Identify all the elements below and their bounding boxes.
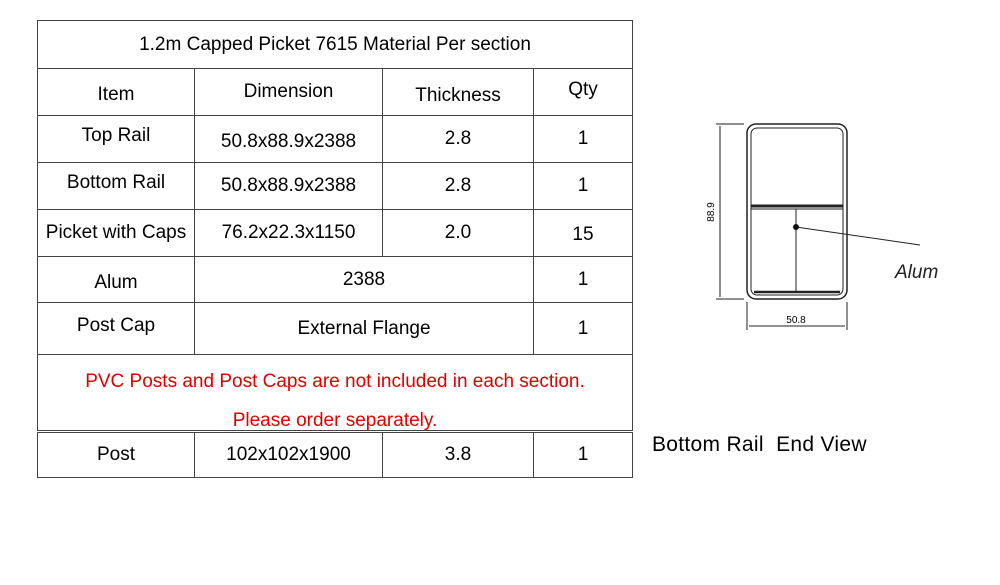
header-qty: Qty: [533, 68, 633, 116]
row-post-qty: 1: [533, 432, 633, 478]
table-title: 1.2m Capped Picket 7615 Material Per sec…: [37, 20, 633, 69]
row-post-thickness: 3.8: [382, 432, 534, 478]
row-picket-qty: 15: [533, 209, 633, 257]
bottom-rail-end-view-diagram: 88.9 50.8 Alum: [706, 123, 938, 330]
row-top-rail-item: Top Rail: [37, 115, 195, 163]
note-line-1: PVC Posts and Post Caps are not included…: [85, 371, 585, 392]
row-post-cap-qty: 1: [533, 302, 633, 355]
header-dimension: Dimension: [194, 68, 383, 116]
row-picket-thickness: 2.0: [382, 209, 534, 257]
callout-leader: [795, 226, 921, 246]
row-bottom-rail-thickness: 2.8: [382, 162, 534, 210]
row-top-rail-qty: 1: [533, 115, 633, 163]
row-post-dimension: 102x102x1900: [194, 432, 383, 478]
row-bottom-rail-dimension: 50.8x88.9x2388: [194, 162, 383, 210]
header-item: Item: [37, 68, 195, 116]
row-alum-qty: 1: [533, 256, 633, 303]
row-bottom-rail-item: Bottom Rail: [37, 162, 195, 210]
row-top-rail-thickness: 2.8: [382, 115, 534, 163]
row-picket-item: Picket with Caps: [37, 209, 195, 257]
rail-outer-profile: [746, 123, 848, 300]
header-thickness: Thickness: [382, 68, 534, 116]
note-cell: PVC Posts and Post Caps are not included…: [37, 354, 633, 431]
row-post-cap-item: Post Cap: [37, 302, 195, 355]
height-label: 88.9: [706, 202, 717, 222]
row-top-rail-dimension: 50.8x88.9x2388: [194, 115, 383, 163]
row-alum-item: Alum: [37, 256, 195, 303]
rail-inner-profile: [750, 127, 844, 296]
note-line-2: Please order separately.: [232, 410, 438, 431]
diagram-caption: Bottom Rail End View: [652, 433, 867, 456]
width-label: 50.8: [786, 315, 806, 326]
row-bottom-rail-qty: 1: [533, 162, 633, 210]
row-picket-dimension: 76.2x22.3x1150: [194, 209, 383, 257]
row-post-item: Post: [37, 432, 195, 478]
row-post-cap-dimension: External Flange: [194, 302, 534, 355]
alum-callout-label: Alum: [894, 262, 938, 283]
row-alum-dimension: 2388: [194, 256, 534, 303]
